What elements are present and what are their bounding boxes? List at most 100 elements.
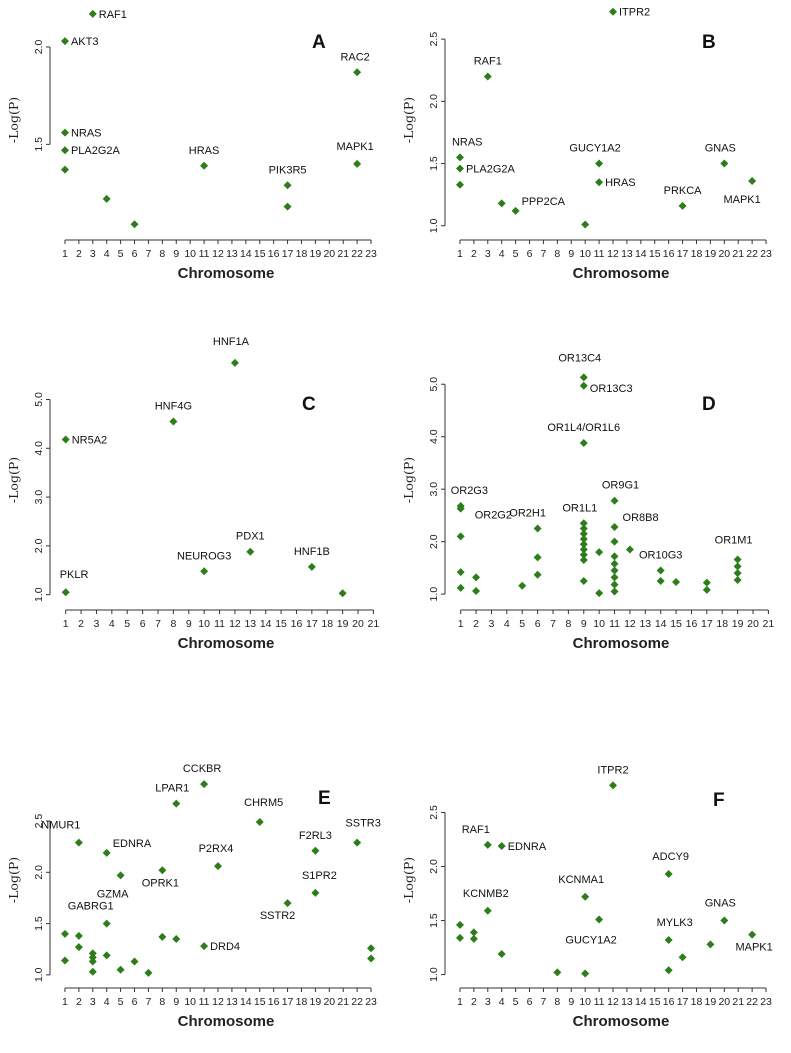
gene-label: HNF1B xyxy=(294,546,330,558)
panel-e: 1 2 3 4 5 6 7 8 9 10 11 12 13 14 15 16 17 18 19 20 21 22 23 1.0… xyxy=(0,700,395,1053)
x-tick-label: 1 xyxy=(62,248,68,260)
y-tick-label: 2.0 xyxy=(33,40,45,55)
gene-label: OR9G1 xyxy=(602,480,639,492)
x-tick-label: 2 xyxy=(473,618,479,630)
x-axis-title: Chromosome xyxy=(178,265,275,282)
x-tick-label: 16 xyxy=(268,248,280,260)
data-point xyxy=(200,567,209,576)
data-point xyxy=(579,545,588,554)
x-tick-label: 6 xyxy=(132,996,138,1008)
data-point xyxy=(367,954,376,963)
y-tick-label: 5.0 xyxy=(33,392,45,407)
y-tick-label: 1.0 xyxy=(428,967,440,982)
x-tick-label: 12 xyxy=(607,248,619,260)
data-point xyxy=(88,967,97,976)
data-point xyxy=(579,550,588,559)
panel-letter: A xyxy=(312,32,326,53)
x-tick-label: 1 xyxy=(457,996,463,1008)
x-tick-label: 21 xyxy=(732,996,744,1008)
data-point xyxy=(255,818,264,827)
gene-label: OR1L4/OR1L6 xyxy=(547,422,620,434)
data-point xyxy=(733,569,742,578)
gene-label: OR10G3 xyxy=(639,550,682,562)
x-tick-label: 3 xyxy=(94,618,100,630)
data-point xyxy=(469,928,478,937)
x-tick-label: 20 xyxy=(747,618,759,630)
panel-c: 1 2 3 4 5 6 7 8 9 10 11 12 13 14 15 16 17 18 19 20 21 1.0 2.0 3… xyxy=(0,336,395,680)
x-tick-label: 9 xyxy=(568,996,574,1008)
data-point xyxy=(579,540,588,549)
data-point xyxy=(102,951,111,960)
x-tick-label: 2 xyxy=(471,996,477,1008)
x-tick-label: 15 xyxy=(275,618,287,630)
x-tick-label: 19 xyxy=(705,248,717,260)
x-tick-label: 12 xyxy=(212,996,224,1008)
gene-label: NRAS xyxy=(71,128,102,140)
gene-label: NR5A2 xyxy=(72,434,107,446)
gene-label: ADCY9 xyxy=(652,851,689,863)
gene-label: HRAS xyxy=(605,177,636,189)
data-point xyxy=(702,585,711,594)
x-tick-label: 5 xyxy=(519,618,525,630)
x-tick-label: 20 xyxy=(352,618,364,630)
data-point xyxy=(672,578,681,587)
gene-label: KCNMB2 xyxy=(463,888,509,900)
data-point xyxy=(579,519,588,528)
data-point xyxy=(283,899,292,908)
data-point xyxy=(579,556,588,565)
data-point xyxy=(60,165,69,174)
data-point xyxy=(497,841,506,850)
x-tick-label: 15 xyxy=(254,996,266,1008)
gene-label: HNF4G xyxy=(155,400,192,412)
x-axis-title: Chromosome xyxy=(573,635,670,652)
gene-label: RAF1 xyxy=(474,55,502,67)
x-tick-label: 16 xyxy=(686,618,698,630)
gene-label: RAF1 xyxy=(462,824,490,836)
x-tick-label: 21 xyxy=(732,248,744,260)
gene-label: NEUROG3 xyxy=(177,550,231,562)
x-tick-label: 17 xyxy=(677,996,689,1008)
x-tick-label: 3 xyxy=(489,618,495,630)
x-tick-label: 8 xyxy=(170,618,176,630)
panel-letter: E xyxy=(318,788,331,809)
x-tick-label: 5 xyxy=(513,996,519,1008)
y-tick-label: 1.5 xyxy=(33,137,45,152)
gene-label: EDNRA xyxy=(113,838,152,850)
x-tick-label: 11 xyxy=(214,618,225,630)
data-point xyxy=(60,37,69,46)
scatter-chart-a: 1 2 3 4 5 6 7 8 9 10 11 12 13 14 15 16 17 18 19 20 21 22 231.5… xyxy=(6,9,377,282)
x-tick-label: 16 xyxy=(291,618,303,630)
data-point xyxy=(579,381,588,390)
data-point xyxy=(595,548,604,557)
x-tick-label: 13 xyxy=(244,618,256,630)
x-tick-label: 14 xyxy=(240,996,252,1008)
data-point xyxy=(455,920,464,929)
x-tick-label: 13 xyxy=(639,618,651,630)
x-tick-label: 10 xyxy=(184,248,196,260)
x-tick-label: 17 xyxy=(306,618,318,630)
data-point xyxy=(116,965,125,974)
x-tick-label: 22 xyxy=(351,248,363,260)
x-tick-label: 9 xyxy=(173,248,179,260)
y-tick-label: 1.5 xyxy=(428,156,440,171)
panel-f: 1 2 3 4 5 6 7 8 9 10 11 12 13 14 15 16 17 18 19 20 21 22 23 1.0… xyxy=(395,700,791,1053)
gene-label: EDNRA xyxy=(508,841,547,853)
data-point xyxy=(472,573,481,582)
data-point xyxy=(733,562,742,571)
x-tick-label: 19 xyxy=(337,618,349,630)
x-tick-label: 14 xyxy=(240,248,252,260)
data-point xyxy=(483,840,492,849)
x-tick-label: 23 xyxy=(760,996,772,1008)
x-tick-label: 20 xyxy=(718,996,730,1008)
x-tick-label: 16 xyxy=(663,996,675,1008)
data-point xyxy=(664,936,673,944)
y-tick-label: 1.5 xyxy=(428,913,440,928)
data-point xyxy=(610,566,619,575)
x-tick-label: 6 xyxy=(527,996,533,1008)
x-tick-label: 9 xyxy=(173,996,179,1008)
x-tick-label: 3 xyxy=(485,996,491,1008)
data-point xyxy=(102,848,111,857)
data-point xyxy=(518,581,527,590)
data-point xyxy=(610,552,619,561)
gene-label: GUCY1A2 xyxy=(569,143,620,155)
